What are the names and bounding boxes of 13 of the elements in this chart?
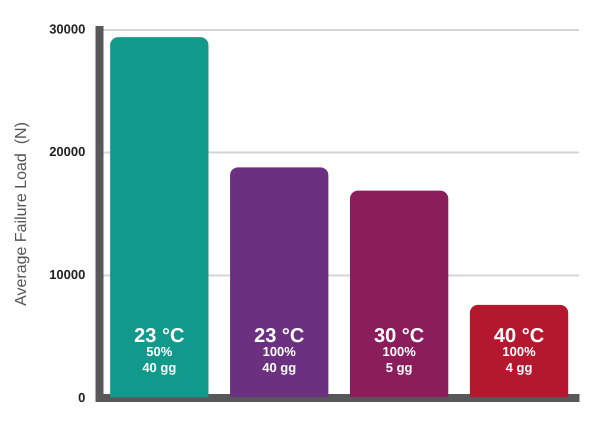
y-tick-label: 0 (78, 390, 86, 405)
y-axis-title: Average Failure Load (N) (13, 122, 30, 306)
x-tick-label: 23 °C 50% 40 gg (134, 325, 184, 376)
bar (470, 304, 568, 398)
y-tick-label: 10000 (49, 266, 86, 282)
bar (350, 190, 448, 398)
x-tick-label: 40 °C 100% 4 gg (494, 325, 544, 376)
y-tick-label: 20000 (49, 144, 86, 160)
bar (110, 37, 208, 398)
x-tick-label: 30 °C 100% 5 gg (374, 325, 424, 376)
x-tick-label: 23 °C 100% 40 gg (254, 325, 304, 376)
bar (230, 167, 328, 398)
y-tick-label: 30000 (49, 21, 86, 36)
